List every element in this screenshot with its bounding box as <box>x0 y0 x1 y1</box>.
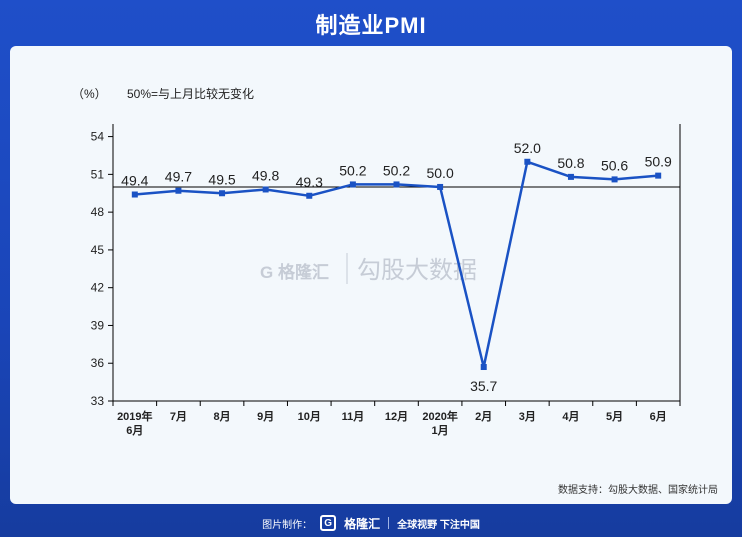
data-point <box>524 158 531 165</box>
data-point <box>306 192 313 199</box>
data-point <box>262 186 269 193</box>
x-tick-label: 12月 <box>385 410 408 423</box>
x-tick-label: 6月 <box>650 410 667 423</box>
x-tick-label: 9月 <box>257 410 274 423</box>
data-label: 35.7 <box>470 378 497 394</box>
data-point <box>131 191 138 198</box>
data-point <box>480 364 487 371</box>
x-tick-label: 7月 <box>170 410 187 423</box>
x-tick-label: 11月 <box>342 410 365 423</box>
y-tick-label: 51 <box>91 167 105 181</box>
y-tick-label: 39 <box>91 318 105 332</box>
y-tick-label: 36 <box>91 356 105 370</box>
data-point <box>175 187 182 194</box>
footer-brand: 格隆汇 <box>344 516 381 531</box>
data-label: 49.4 <box>121 173 148 189</box>
data-label: 49.7 <box>165 169 192 185</box>
data-source: 数据支持：勾股大数据、国家统计局 <box>558 485 718 496</box>
x-tick-label: 5月 <box>606 410 623 423</box>
data-label: 49.5 <box>208 171 235 187</box>
x-tick-label: 2月 <box>475 410 492 423</box>
data-point <box>567 173 574 180</box>
x-tick-label: 8月 <box>213 410 230 423</box>
data-point <box>437 183 444 190</box>
x-tick-label: 10月 <box>298 410 321 423</box>
chart-panel: G 格隆汇 勾股大数据 （%） 50%=与上月比较无变化 54 51 48 45 42 39 36 3… <box>10 46 732 504</box>
x-tick-label: 2019年 6月 <box>117 409 152 437</box>
footer: 图片制作： G 格隆汇 全球视野 下注中国 <box>0 512 742 534</box>
x-tick-label: 3月 <box>519 410 536 423</box>
data-label: 50.2 <box>383 162 410 178</box>
x-tick-label: 2020年 1月 <box>422 409 457 437</box>
legend-note: 50%=与上月比较无变化 <box>127 86 254 101</box>
pmi-line-chart: G 格隆汇 勾股大数据（%） 50%=与上月比较无变化545148454239363… <box>72 86 681 437</box>
data-label: 52.0 <box>514 140 541 156</box>
data-label: 50.9 <box>645 154 672 170</box>
made-by-label: 图片制作： <box>262 519 313 531</box>
data-point <box>349 181 356 188</box>
y-unit-label: （%） <box>72 87 107 101</box>
y-tick-label: 45 <box>91 243 105 257</box>
x-tick-label: 4月 <box>562 410 579 423</box>
data-point <box>393 181 400 188</box>
page-title: 制造业PMI <box>315 13 427 38</box>
brand-logo-icon: G <box>320 515 337 531</box>
footer-divider <box>388 517 390 529</box>
footer-slogan: 全球视野 下注中国 <box>397 519 480 531</box>
watermark-brand: G 格隆汇 <box>260 262 329 282</box>
data-label: 50.0 <box>426 165 453 181</box>
data-label: 49.8 <box>252 167 279 183</box>
data-point <box>655 172 662 179</box>
y-tick-label: 33 <box>91 394 105 408</box>
data-point <box>611 176 618 183</box>
data-label: 49.3 <box>296 174 323 190</box>
data-label: 50.6 <box>601 157 628 173</box>
data-label: 50.8 <box>557 155 584 171</box>
data-label: 50.2 <box>339 162 366 178</box>
y-tick-label: 48 <box>91 205 105 219</box>
y-tick-label: 42 <box>91 281 105 295</box>
y-tick-label: 54 <box>91 130 105 144</box>
data-point <box>219 190 226 197</box>
